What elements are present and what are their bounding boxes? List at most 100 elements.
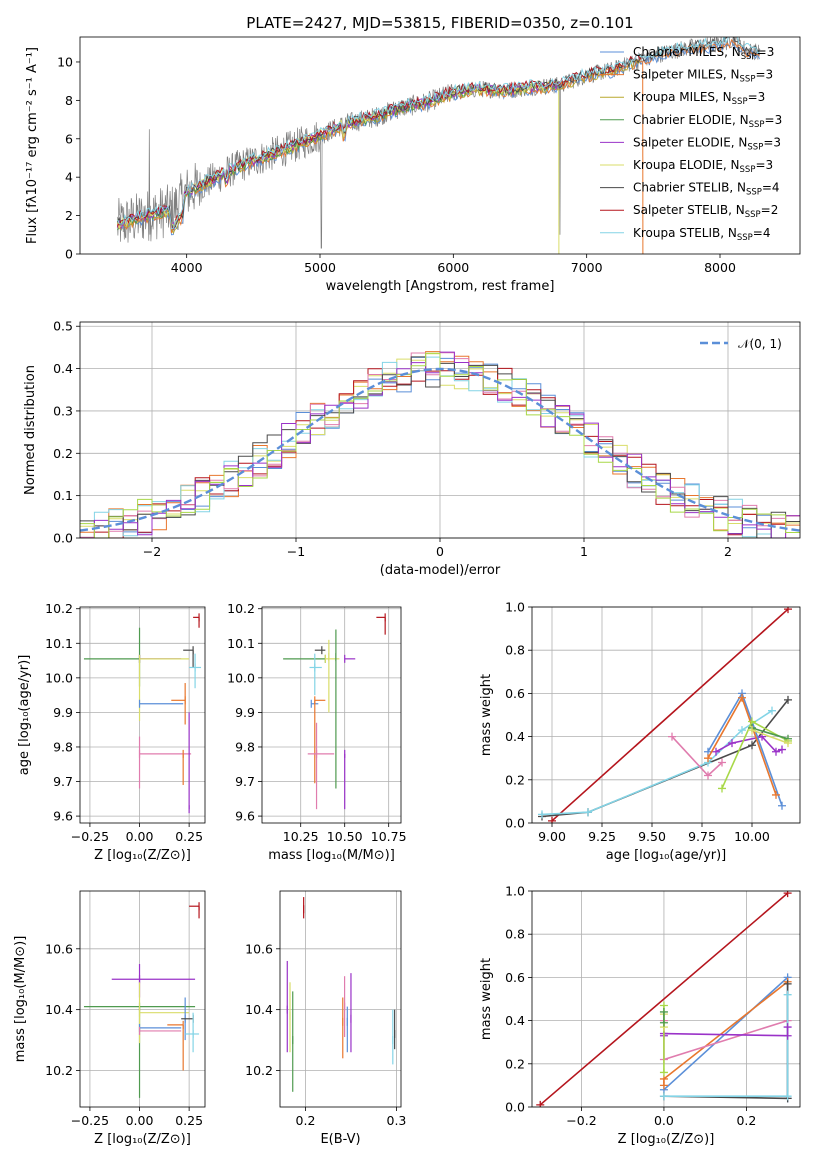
spectrum-xtick-label: 8000 [704, 260, 736, 275]
z-mass-xtick-label: −0.25 [71, 1113, 109, 1128]
legend-label-sub: SSP [740, 165, 756, 175]
model-line-8 [116, 37, 760, 230]
z-mass-ytick-label: 10.4 [45, 1002, 73, 1017]
z-weight-ytick-label: 0.4 [505, 1013, 525, 1028]
ebv-mass-xtick-label: 0.2 [296, 1113, 316, 1128]
weight-marker-6-2 [772, 790, 780, 799]
legend-label-sub: SSP [749, 120, 765, 130]
weight-marker-7-0 [659, 1068, 668, 1077]
weight-line-8 [751, 727, 789, 740]
legend-label-suffix: =4 [762, 181, 780, 195]
spectrum-xlabel: wavelength [Angstrom, rest frame] [326, 279, 555, 294]
spectrum-frame [79, 36, 801, 255]
z-weight-panel: −0.2 0.0 0.2 0.0 0.2 0.4 0.6 0.8 1.0 Z [log₁₀(Z/Z… [479, 884, 801, 1147]
age-weight-ytick-label: 0.0 [505, 816, 525, 831]
age-weight-xtick-label: 9.00 [538, 829, 566, 844]
legend-label-6: Chabrier STELIB, NSSP=4 [633, 181, 780, 198]
residuals-xtick-label: 1 [580, 544, 588, 559]
legend-label-sub: SSP [732, 97, 748, 107]
legend-label-suffix: =3 [748, 90, 766, 104]
residuals-ytick-label: 0.4 [53, 361, 73, 376]
z-mass-xtick-label: 0.00 [126, 1113, 154, 1128]
residuals-ytick-label: 0.1 [53, 488, 73, 503]
z-mass-ytick-label: 10.6 [45, 941, 73, 956]
legend-label-text: Chabrier STELIB, N [633, 181, 746, 195]
residual-histogram-6 [80, 356, 800, 538]
z-mass-xtick-label: 0.25 [175, 1113, 203, 1128]
weight-marker-3-1 [704, 771, 712, 780]
legend-label-sub: SSP [741, 52, 757, 62]
legend-label-1: Salpeter MILES, NSSP=3 [633, 68, 773, 85]
residuals-xtick-label: −1 [287, 544, 305, 559]
z-age-panel: −0.25 0.00 0.25 9.6 9.7 9.8 9.9 10.0 10.1 10.2 Z [… [17, 601, 206, 863]
legend-label-2: Kroupa MILES, NSSP=3 [633, 90, 765, 107]
residuals-ytick-label: 0.0 [53, 531, 73, 546]
residuals-frame [79, 321, 801, 539]
age-weight-panel: 9.00 9.25 9.50 9.75 10.00 0.0 0.2 0.4 0.6 0.8 1.0 a… [479, 600, 801, 863]
mass-age-ytick-label: 9.8 [235, 739, 255, 754]
mass-age-ytick-label: 9.7 [235, 774, 255, 789]
weight-marker-5-1 [783, 1092, 792, 1101]
spectrum-ytick-label: 8 [65, 93, 73, 108]
z-weight-xtick-label: 0.2 [736, 1113, 756, 1128]
spectrum-xtick-label: 5000 [304, 260, 336, 275]
weight-marker-5-2 [778, 801, 786, 810]
residuals-xtick-label: 2 [724, 544, 732, 559]
weight-marker-0-1 [783, 891, 792, 898]
weight-marker-7-0 [718, 784, 726, 793]
residuals-ytick-label: 0.5 [53, 319, 73, 334]
spectrum-ytick-label: 10 [57, 54, 73, 69]
z-weight-ylabel: mass weight [479, 958, 494, 1040]
weight-line-0 [539, 892, 789, 1106]
spectrum-xtick-label: 4000 [171, 260, 203, 275]
spectrum-ytick-label: 4 [65, 170, 73, 185]
legend-label-text: Salpeter MILES, N [633, 68, 740, 82]
z-mass-panel: −0.25 0.00 0.25 10.2 10.4 10.6 Z [log₁₀(Z/Z⊙)]… [13, 890, 206, 1147]
legend-label-suffix: =4 [753, 226, 771, 240]
mass-age-xtick-label: 10.25 [283, 829, 319, 844]
weight-marker-0-1 [784, 607, 792, 614]
weight-marker-6-0 [704, 754, 712, 763]
z-weight-plot-area [536, 891, 792, 1107]
legend-label-text: Salpeter STELIB, N [633, 203, 745, 217]
legend-label-text: Kroupa MILES, N [633, 90, 732, 104]
weight-marker-0-0 [548, 816, 556, 823]
age-weight-ylabel: mass weight [479, 674, 494, 756]
weight-marker-9-0 [748, 726, 756, 735]
weight-marker-5-0 [659, 1092, 668, 1101]
residual-histogram-8 [80, 352, 800, 538]
mass-age-plot-area [283, 613, 386, 810]
z-age-xlabel: Z [log₁₀(Z/Z⊙)] [94, 848, 191, 863]
z-weight-ytick-label: 0.0 [505, 1100, 525, 1115]
weight-line-9 [751, 729, 789, 744]
ebv-mass-ytick-label: 10.6 [245, 941, 273, 956]
legend-label-text: Kroupa ELODIE, N [633, 158, 740, 172]
weight-marker-4-2 [783, 979, 792, 988]
weight-marker-1-2 [748, 741, 756, 750]
legend-label-8: Kroupa STELIB, NSSP=4 [633, 226, 771, 243]
legend-label-text: Kroupa STELIB, N [633, 226, 737, 240]
weight-marker-3-2 [718, 758, 726, 767]
z-weight-ytick-label: 0.8 [505, 927, 525, 942]
weight-marker-0-0 [536, 1100, 545, 1107]
legend-label-sub: SSP [746, 188, 762, 198]
weight-marker-9-0 [659, 1018, 668, 1027]
z-mass-xlabel: Z [log₁₀(Z/Z⊙)] [94, 1132, 191, 1147]
mass-age-xlabel: mass [log₁₀(M/M⊙)] [268, 848, 395, 863]
age-weight-xtick-label: 9.25 [588, 829, 616, 844]
residuals-ytick-label: 0.3 [53, 403, 73, 418]
ebv-mass-plot-area [286, 897, 396, 1092]
spectrum-ylabel: Flux [fλ10⁻¹⁷ erg cm⁻² s⁻¹ A⁻¹] [25, 47, 40, 244]
residuals-plot-area [80, 351, 800, 538]
z-weight-frame [531, 890, 801, 1108]
mass-age-ytick-label: 9.9 [235, 705, 255, 720]
weight-marker-4-1 [728, 739, 736, 748]
spectrum-ytick-label: 2 [65, 208, 73, 223]
z-age-ytick-label: 9.9 [53, 705, 73, 720]
age-weight-xtick-label: 9.50 [638, 829, 666, 844]
normal-curve [80, 367, 800, 532]
model-line-7 [116, 54, 643, 231]
age-weight-xtick-label: 9.75 [688, 829, 716, 844]
residuals-xtick-label: 0 [436, 544, 444, 559]
